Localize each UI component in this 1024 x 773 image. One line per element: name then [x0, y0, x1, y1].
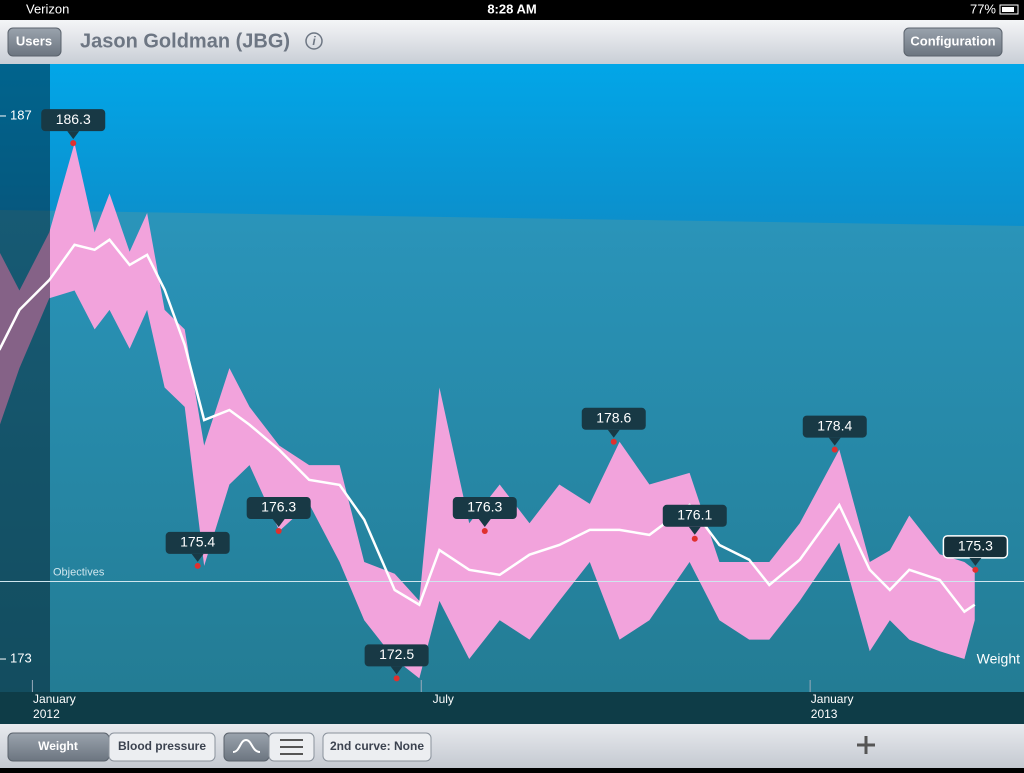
- list-icon: [280, 739, 303, 755]
- curve-view-button[interactable]: [223, 732, 270, 762]
- callout-label: 175.3: [958, 538, 993, 554]
- data-point: [481, 528, 488, 535]
- chart: Objectives Weight 186.3 175.4 176.3 172.5 176.…: [0, 64, 1024, 692]
- data-point: [393, 675, 400, 682]
- data-point: [194, 562, 201, 569]
- clock: 8:28 AM: [487, 1, 536, 16]
- y-tick-label: 173: [10, 650, 32, 665]
- battery-level: [1002, 7, 1014, 12]
- callout-box: [165, 531, 230, 554]
- data-point: [831, 446, 838, 453]
- x-axis-strip: [0, 692, 1024, 724]
- callout-box: [41, 109, 106, 132]
- series-name: Weight: [977, 651, 1020, 667]
- callout-pointer: [478, 519, 491, 528]
- second-curve-label: 2nd curve: None: [330, 739, 424, 753]
- carrier: Verizon: [26, 1, 69, 16]
- x-tick-label: January: [811, 692, 854, 706]
- callout-pointer: [969, 557, 982, 566]
- callout-label: 175.4: [180, 534, 215, 550]
- callout-pointer: [828, 437, 841, 446]
- status-bar: [0, 0, 1024, 20]
- battery: 77%: [970, 1, 996, 16]
- callout-label: 178.6: [596, 410, 631, 426]
- callout-pointer: [390, 666, 403, 675]
- callout-pointer: [607, 429, 620, 438]
- battery-icon: [999, 4, 1019, 15]
- callout-label: 172.5: [379, 646, 414, 662]
- users-label: Users: [16, 33, 52, 48]
- data-point: [610, 438, 617, 445]
- nav-title: Jason Goldman (JBG): [80, 30, 290, 52]
- callout-pointer: [191, 553, 204, 562]
- segment-label: Blood pressure: [118, 739, 206, 753]
- callout-label: 176.3: [261, 499, 296, 515]
- x-year-label: 2013: [811, 707, 838, 721]
- x-year-label: 2012: [33, 707, 60, 721]
- second-curve-button[interactable]: [322, 732, 432, 762]
- callout-box: [246, 497, 311, 520]
- left-shade: [0, 64, 50, 692]
- data-point: [691, 535, 698, 542]
- segment-label: Weight: [38, 739, 78, 753]
- sky-band: [0, 64, 1024, 226]
- nav-bar: [0, 20, 1024, 64]
- x-tick-label: January: [33, 692, 76, 706]
- callout-label: 176.3: [467, 499, 502, 515]
- info-button[interactable]: [305, 32, 323, 50]
- callout-box: [452, 497, 517, 520]
- callout-label: 178.4: [817, 417, 852, 433]
- callout-label: 176.1: [677, 506, 712, 522]
- callout-pointer: [272, 519, 285, 528]
- x-tick-label: July: [433, 692, 454, 706]
- users-button[interactable]: [7, 27, 62, 57]
- callout-box: [662, 504, 727, 527]
- y-tick-label: 187: [10, 107, 32, 122]
- trend-line: [0, 238, 976, 614]
- add-button[interactable]: [857, 736, 875, 754]
- configuration-button[interactable]: [903, 27, 1003, 57]
- data-point: [70, 140, 77, 147]
- callout-label: 186.3: [56, 111, 91, 127]
- data-point: [275, 528, 282, 535]
- callout-pointer: [67, 131, 80, 140]
- range-band: [0, 143, 975, 679]
- configuration-label: Configuration: [910, 33, 995, 48]
- blood-pressure-segment[interactable]: [108, 732, 216, 762]
- callout-box: [802, 415, 867, 438]
- callout-pointer: [688, 526, 701, 535]
- callout-box: [364, 644, 429, 667]
- callout-box: [581, 407, 646, 430]
- data-point: [972, 566, 979, 573]
- info-icon: i: [312, 34, 316, 48]
- objective-label: Objectives: [53, 566, 105, 578]
- curve-icon: [232, 738, 261, 753]
